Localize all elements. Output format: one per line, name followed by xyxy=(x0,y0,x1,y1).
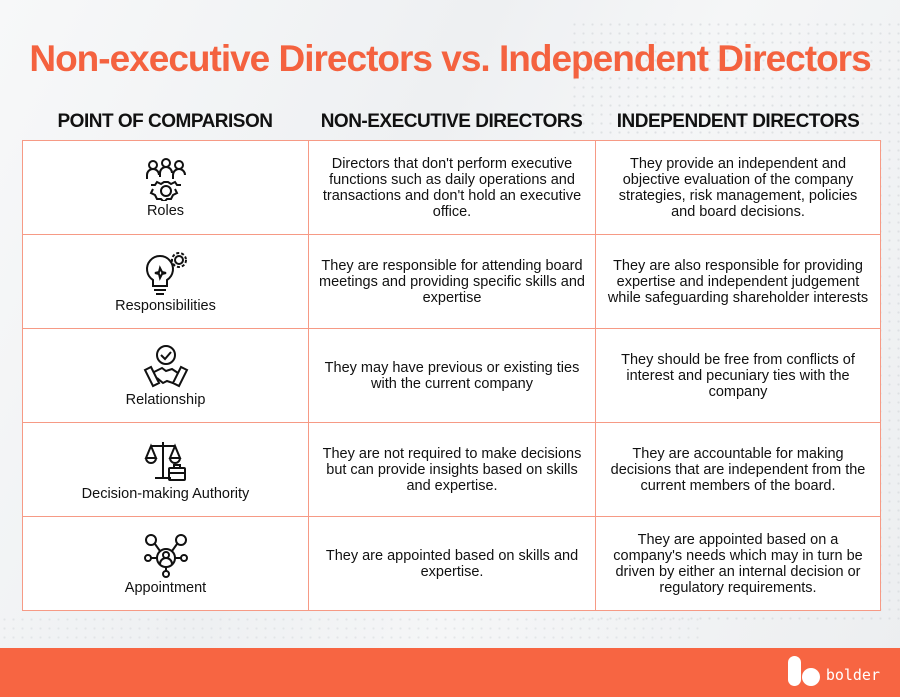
dot-pattern xyxy=(0,615,700,645)
handshake-check-icon xyxy=(143,344,188,387)
non-executive-cell: They are responsible for attending board… xyxy=(308,234,596,329)
independent-cell: They are appointed based on a company's … xyxy=(595,516,881,611)
scales-briefcase-icon xyxy=(144,441,186,481)
row-label: Decision-making Authority xyxy=(81,485,250,502)
footer-bar: bolder xyxy=(0,648,900,697)
independent-cell: They are also responsible for providing … xyxy=(595,234,881,329)
row-label: Responsibilities xyxy=(115,297,216,314)
team-gear-icon xyxy=(145,157,186,201)
comparison-table: Roles Directors that don't perform execu… xyxy=(22,140,881,611)
independent-cell: They provide an independent and objectiv… xyxy=(595,140,881,235)
comparison-cell: Roles xyxy=(22,140,309,235)
lightbulb-gear-icon xyxy=(145,251,187,295)
table-row: Decision-making Authority They are not r… xyxy=(22,422,881,517)
column-header-comparison: POINT OF COMPARISON xyxy=(57,111,273,132)
table-row: Relationship They may have previous or e… xyxy=(22,328,881,423)
column-header-independent: INDEPENDENT DIRECTORS xyxy=(616,111,860,132)
table-row: Appointment They are appointed based on … xyxy=(22,516,881,611)
non-executive-cell: Directors that don't perform executive f… xyxy=(308,140,596,235)
brand-name: bolder xyxy=(825,666,880,684)
non-executive-cell: They are not required to make decisions … xyxy=(308,422,596,517)
non-executive-cell: They may have previous or existing ties … xyxy=(308,328,596,423)
bolder-logo: bolder xyxy=(787,656,880,686)
comparison-cell: Relationship xyxy=(22,328,309,423)
page-title: Non-executive Directors vs. Independent … xyxy=(29,38,871,79)
network-person-icon xyxy=(143,533,188,578)
row-label: Appointment xyxy=(124,579,207,596)
comparison-cell: Decision-making Authority xyxy=(22,422,309,517)
row-label: Roles xyxy=(146,202,185,219)
comparison-cell: Responsibilities xyxy=(22,234,309,329)
row-label: Relationship xyxy=(125,391,206,408)
table-row: Responsibilities They are responsible fo… xyxy=(22,234,881,329)
comparison-cell: Appointment xyxy=(22,516,309,611)
column-header-non-executive: NON-EXECUTIVE DIRECTORS xyxy=(320,111,583,132)
independent-cell: They are accountable for making decision… xyxy=(595,422,881,517)
non-executive-cell: They are appointed based on skills and e… xyxy=(308,516,596,611)
independent-cell: They should be free from conflicts of in… xyxy=(595,328,881,423)
table-row: Roles Directors that don't perform execu… xyxy=(22,140,881,235)
